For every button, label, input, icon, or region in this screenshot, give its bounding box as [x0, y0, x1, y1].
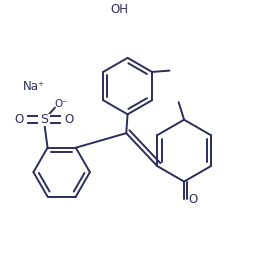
Text: O: O [15, 113, 24, 126]
Text: O: O [65, 113, 74, 126]
FancyBboxPatch shape [38, 114, 50, 126]
Text: OH: OH [110, 3, 129, 16]
Text: O: O [188, 193, 197, 206]
Text: Na⁺: Na⁺ [23, 80, 45, 93]
Text: O⁻: O⁻ [55, 98, 68, 109]
Text: S: S [40, 113, 48, 126]
